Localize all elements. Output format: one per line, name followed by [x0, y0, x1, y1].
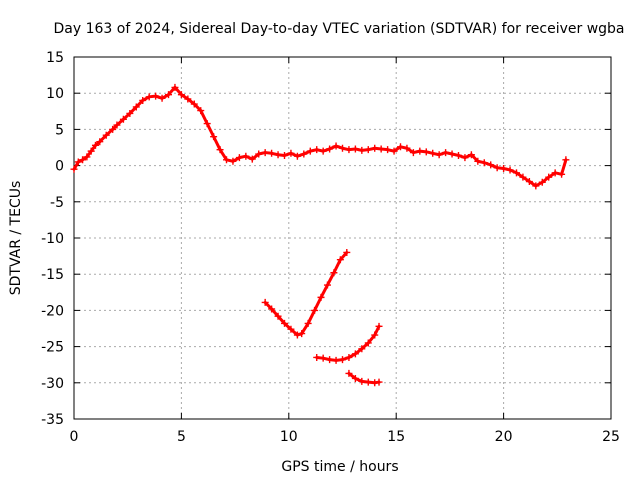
data-point-run — [173, 85, 183, 97]
y-tick-label: -10 — [41, 231, 64, 247]
data-point-run — [212, 135, 222, 152]
y-tick-label: 5 — [55, 122, 64, 138]
x-tick-label: 5 — [177, 429, 186, 445]
y-tick-label: -15 — [41, 267, 64, 283]
data-point-run — [338, 250, 349, 262]
data-point-run — [373, 380, 381, 385]
data-point-run — [300, 321, 310, 336]
data-point-run — [205, 122, 216, 139]
data-point-run — [192, 102, 203, 113]
x-tick-label: 20 — [495, 429, 513, 445]
y-tick-label: 0 — [55, 159, 64, 175]
series-arc-C — [345, 369, 383, 387]
x-tick-label: 15 — [387, 429, 405, 445]
data-point-run — [560, 158, 568, 176]
series-arc-A — [261, 248, 351, 339]
x-tick-label: 25 — [602, 429, 620, 445]
data-point-run — [319, 283, 329, 299]
data-point-run — [313, 295, 323, 312]
x-tick-label: 10 — [280, 429, 298, 445]
y-tick-label: -35 — [41, 412, 64, 428]
y-tick-label: -20 — [41, 303, 64, 319]
data-point-run — [218, 148, 229, 162]
data-point-run — [167, 85, 177, 97]
x-axis-label: GPS time / hours — [281, 459, 398, 475]
data-point-run — [373, 324, 381, 337]
x-tick-label: 0 — [70, 429, 79, 445]
data-points — [70, 83, 570, 387]
data-point-run — [332, 258, 342, 275]
y-axis-label: SDTVAR / TECUs — [8, 181, 24, 296]
grid-lines — [74, 57, 611, 419]
series-main-trace — [70, 83, 570, 190]
y-tick-label: -25 — [41, 340, 64, 356]
data-point-run — [270, 307, 280, 318]
y-tick-label: 15 — [46, 50, 64, 66]
data-point-run — [366, 333, 377, 345]
y-tick-label: -5 — [50, 195, 64, 211]
data-point-run — [134, 98, 145, 109]
data-point-run — [128, 105, 138, 115]
data-point-run — [199, 109, 209, 126]
data-point-run — [276, 314, 287, 325]
data-point-run — [98, 133, 108, 144]
data-point-run — [263, 300, 274, 311]
chart-title: Day 163 of 2024, Sidereal Day-to-day VTE… — [53, 21, 624, 37]
data-point-run — [469, 153, 480, 163]
data-point-run — [306, 308, 317, 325]
y-tick-label: 10 — [46, 86, 64, 102]
axis-ticks: 0 5 10 15 20 25 15 10 5 0 -5 -10 -15 -20 -25 -30 -35 — [41, 50, 620, 445]
data-point-run — [325, 271, 336, 287]
y-tick-label: -30 — [41, 376, 64, 392]
series-arc-B — [313, 322, 383, 364]
